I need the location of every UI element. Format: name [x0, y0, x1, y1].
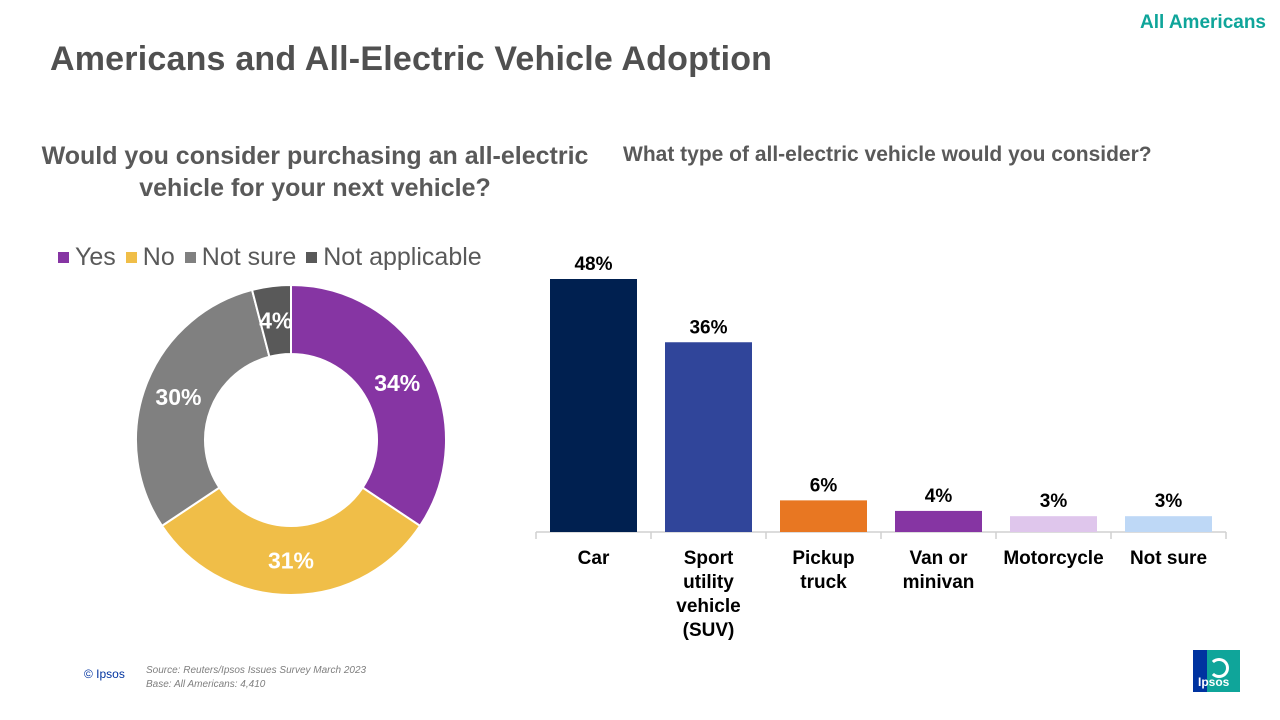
- x-tick-label-sport-utility-vehicle-suv: Sport utility vehicle (SUV): [676, 548, 740, 641]
- legend-swatch-no: [125, 252, 137, 263]
- donut-label-not-sure: 30%: [155, 384, 201, 410]
- logo-text: Ipsos: [1198, 675, 1230, 689]
- x-tick-label-not-sure: Not sure: [1130, 548, 1207, 569]
- legend-label-yes: Yes: [75, 243, 116, 271]
- x-tick-label-pickup-truck: Pickup truck: [792, 548, 854, 593]
- bar-sport-utility-vehicle-suv: [665, 342, 752, 532]
- donut-label-no: 31%: [268, 548, 314, 574]
- donut-slice-yes: [290, 283, 447, 528]
- legend-swatch-not-sure: [184, 252, 196, 263]
- donut-chart-title: Would you consider purchasing an all-ele…: [41, 142, 589, 202]
- legend-label-not-applicable: Not applicable: [323, 243, 482, 271]
- donut-slice-no: [160, 486, 422, 596]
- x-tick-label-motorcycle: Motorcycle: [1003, 548, 1103, 569]
- logo-circle-icon: [1209, 658, 1229, 678]
- bar-car: [550, 279, 637, 532]
- legend-item-not-sure: Not sure: [184, 243, 297, 272]
- bar-value-label: 6%: [810, 475, 838, 496]
- bar-value-label: 3%: [1155, 491, 1183, 512]
- donut-label-not-applicable: 4%: [259, 307, 292, 333]
- bar-value-label: 36%: [689, 317, 727, 338]
- bar-value-label: 48%: [574, 254, 612, 275]
- donut-slice-not-applicable: [250, 283, 292, 358]
- legend-item-no: No: [125, 243, 175, 272]
- donut-slice-not-sure: [135, 288, 271, 528]
- base-line: Base: All Americans: 4,410: [146, 678, 266, 690]
- legend-item-yes: Yes: [58, 243, 116, 272]
- page-title: Americans and All-Electric Vehicle Adopt…: [50, 40, 773, 78]
- audience-label: All Americans: [1139, 12, 1266, 33]
- legend-label-no: No: [142, 243, 175, 271]
- ipsos-logo: Ipsos: [1193, 650, 1240, 692]
- legend-swatch-not-applicable: [306, 252, 318, 263]
- x-tick-label-van-or-minivan: Van or minivan: [903, 548, 975, 593]
- bar-not-sure: [1125, 516, 1212, 532]
- bar-value-label: 4%: [925, 486, 953, 507]
- donut-chart: 34% 31% 30% 4%: [135, 283, 447, 596]
- legend-swatch-yes: [58, 252, 69, 263]
- bar-chart: 48% Car 36% Sport utility vehicle (SUV) 6% Picku…: [535, 254, 1227, 641]
- logo-mark: [1193, 650, 1207, 692]
- bar-van-or-minivan: [895, 510, 982, 532]
- source-note: Source: Reuters/Ipsos Issues Survey Marc…: [146, 664, 366, 691]
- bar-motorcycle: [1010, 516, 1097, 532]
- bar-value-label: 3%: [1040, 491, 1068, 512]
- bar-chart-title: What type of all-electric vehicle would …: [623, 143, 1152, 166]
- legend-label-not-sure: Not sure: [201, 243, 297, 271]
- copyright-text: © Ipsos: [84, 667, 125, 681]
- source-line: Source: Reuters/Ipsos Issues Survey Marc…: [146, 665, 367, 676]
- legend-item-not-applicable: Not applicable: [306, 243, 482, 272]
- bar-pickup-truck: [780, 500, 867, 532]
- donut-legend: Yes No Not sure Not applicable: [58, 243, 482, 272]
- x-tick-label-car: Car: [578, 548, 610, 569]
- donut-label-yes: 34%: [374, 370, 420, 396]
